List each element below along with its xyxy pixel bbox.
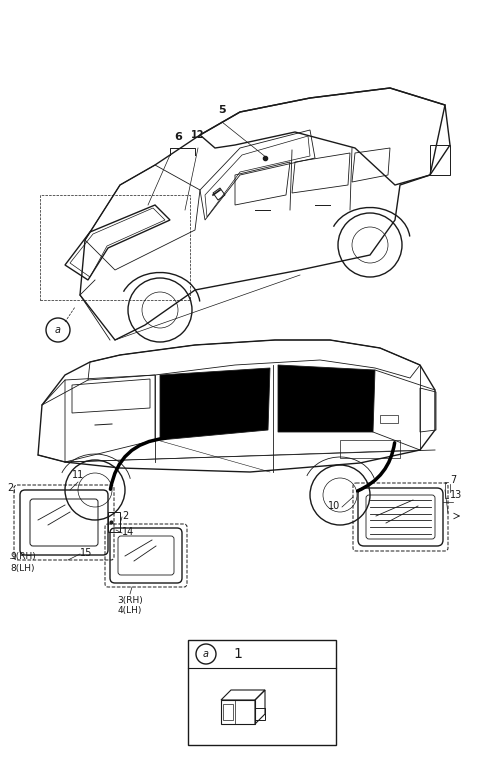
Bar — [340, 440, 400, 458]
Text: 7: 7 — [450, 475, 456, 485]
Text: 4(LH): 4(LH) — [118, 606, 142, 615]
Polygon shape — [160, 368, 270, 440]
Bar — [223, 704, 233, 720]
Text: 2: 2 — [122, 511, 128, 521]
Text: 2: 2 — [8, 483, 14, 493]
Text: 15: 15 — [80, 548, 92, 558]
Text: 10: 10 — [328, 501, 340, 511]
Bar — [108, 512, 120, 532]
Bar — [188, 640, 336, 745]
Text: 6: 6 — [174, 132, 182, 142]
Text: 9(RH): 9(RH) — [10, 553, 36, 561]
Polygon shape — [278, 365, 375, 432]
Text: 8(LH): 8(LH) — [10, 564, 35, 573]
Text: 13: 13 — [450, 490, 462, 500]
Bar — [380, 415, 398, 423]
Text: 1: 1 — [233, 647, 242, 661]
Text: a: a — [55, 325, 61, 335]
Text: 5: 5 — [218, 105, 226, 115]
Text: 3(RH): 3(RH) — [117, 596, 143, 605]
Text: 11: 11 — [72, 470, 84, 480]
Text: a: a — [203, 649, 209, 659]
Text: 14: 14 — [122, 527, 134, 537]
Text: 12: 12 — [191, 130, 205, 140]
